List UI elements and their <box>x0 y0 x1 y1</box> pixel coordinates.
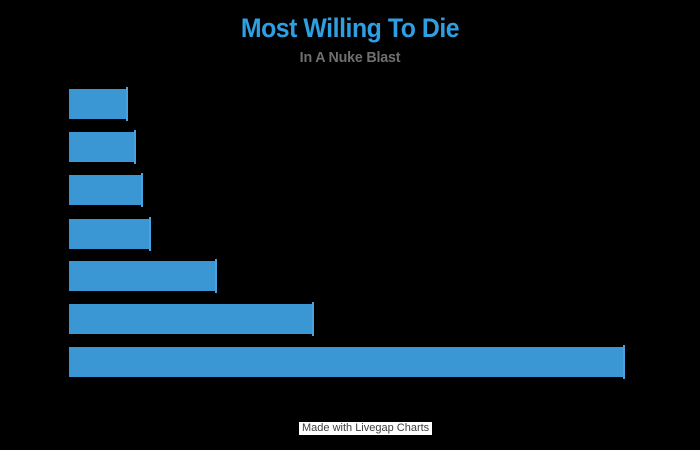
bar-end-line <box>126 87 128 121</box>
bar-end-line <box>623 345 625 379</box>
bar-end-line <box>149 217 151 251</box>
bar <box>69 345 625 379</box>
watermark-link[interactable]: Made with Livegap Charts <box>299 422 433 435</box>
bar <box>69 130 136 164</box>
bar-end-line <box>141 173 143 207</box>
bar <box>69 302 314 336</box>
chart-subtitle: In A Nuke Blast <box>299 49 401 66</box>
plot-area <box>69 87 664 381</box>
bar-end-line <box>312 302 314 336</box>
bar <box>69 259 217 293</box>
bar <box>69 217 151 251</box>
bar-end-line <box>215 259 217 293</box>
bar-end-line <box>134 130 136 164</box>
bar <box>69 87 128 121</box>
bar <box>69 173 143 207</box>
chart-title: Most Willing To Die <box>240 13 460 43</box>
